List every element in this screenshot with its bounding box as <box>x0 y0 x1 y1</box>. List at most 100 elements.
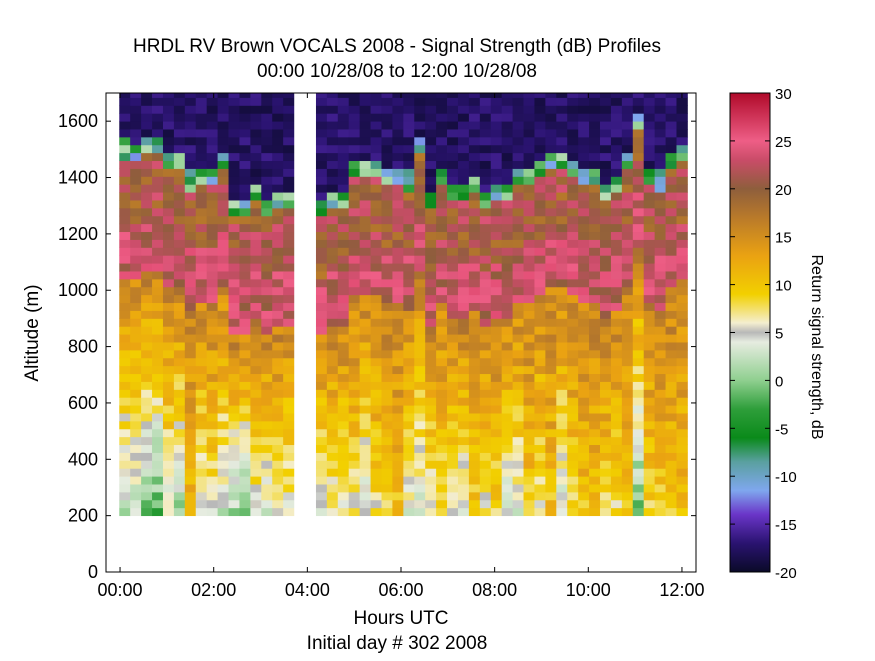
heatmap-cell <box>206 507 218 517</box>
heatmap-cell <box>359 468 371 477</box>
heatmap-cell <box>545 271 557 280</box>
heatmap-cell <box>490 405 503 414</box>
heatmap-cell <box>348 397 361 406</box>
heatmap-cell <box>589 152 601 162</box>
heatmap-cell <box>141 105 153 114</box>
heatmap-cell <box>534 460 546 469</box>
heatmap-cell <box>534 349 546 359</box>
heatmap-cell <box>643 160 656 169</box>
heatmap-cell <box>665 231 677 240</box>
heatmap-cell <box>436 452 448 461</box>
heatmap-cell <box>206 263 218 272</box>
heatmap-cell <box>676 302 688 311</box>
heatmap-cell <box>392 302 404 311</box>
heatmap-cell <box>643 200 656 209</box>
heatmap-cell <box>381 334 393 343</box>
heatmap-cell <box>654 152 666 162</box>
heatmap-cell <box>250 491 262 501</box>
heatmap-cell <box>654 121 666 130</box>
heatmap-cell <box>217 184 229 193</box>
heatmap-cell <box>556 444 568 453</box>
heatmap-cell <box>403 381 415 390</box>
heatmap-cell <box>512 349 524 359</box>
heatmap-cell <box>654 334 666 343</box>
heatmap-cell <box>283 460 295 469</box>
heatmap-cell <box>206 231 218 240</box>
heatmap-cell <box>654 349 666 359</box>
y-tick-label: 0 <box>88 562 98 582</box>
heatmap-cell <box>621 215 634 225</box>
heatmap-cell <box>632 342 645 351</box>
heatmap-cell <box>436 255 448 264</box>
heatmap-cell <box>468 452 481 461</box>
heatmap-cell <box>643 507 656 517</box>
heatmap-cell <box>239 373 251 382</box>
heatmap-cell <box>567 507 579 517</box>
heatmap-cell <box>239 105 251 114</box>
heatmap-cell <box>195 381 208 390</box>
heatmap-cell <box>621 176 634 185</box>
heatmap-cell <box>632 176 645 185</box>
heatmap-cell <box>228 93 240 98</box>
heatmap-cell <box>162 278 175 288</box>
heatmap-cell <box>152 373 164 382</box>
heatmap-cell <box>217 365 229 375</box>
heatmap-cell <box>501 207 513 217</box>
heatmap-cell <box>250 476 262 485</box>
heatmap-cell <box>315 247 328 256</box>
heatmap-cell <box>272 255 284 264</box>
heatmap-cell <box>523 381 535 390</box>
heatmap-cell <box>359 286 371 296</box>
heatmap-cell <box>578 215 590 225</box>
heatmap-cell <box>479 318 492 327</box>
heatmap-cell <box>206 294 218 304</box>
heatmap-cell <box>239 144 251 154</box>
heatmap-cell <box>337 349 350 359</box>
x-axis-label-secondary: Initial day # 302 2008 <box>307 633 488 654</box>
heatmap-cell <box>152 192 164 201</box>
heatmap-cell <box>239 223 251 233</box>
heatmap-cell <box>545 144 557 154</box>
heatmap-cell <box>643 452 656 461</box>
heatmap-cell <box>643 144 656 154</box>
heatmap-cell <box>173 255 186 264</box>
heatmap-cell <box>381 105 393 114</box>
heatmap-cell <box>381 310 393 319</box>
heatmap-cell <box>425 239 437 248</box>
heatmap-cell <box>447 136 459 146</box>
heatmap-cell <box>600 286 612 296</box>
heatmap-cell <box>141 215 153 225</box>
heatmap-cell <box>556 278 568 288</box>
heatmap-cell <box>676 160 688 169</box>
heatmap-cell <box>414 349 426 359</box>
heatmap-cell <box>184 207 197 217</box>
heatmap-cell <box>403 160 415 169</box>
heatmap-cell <box>217 381 229 390</box>
heatmap-cell <box>272 397 284 406</box>
heatmap-cell <box>589 499 601 509</box>
heatmap-cell <box>556 184 568 193</box>
heatmap-cell <box>228 247 240 256</box>
heatmap-cell <box>523 263 535 272</box>
heatmap-cell <box>425 263 437 272</box>
heatmap-cell <box>567 436 579 446</box>
heatmap-cell <box>490 184 503 193</box>
heatmap-cell <box>119 207 131 217</box>
heatmap-cell <box>370 389 382 398</box>
heatmap-cell <box>337 397 350 406</box>
heatmap-cell <box>272 468 284 477</box>
heatmap-cell <box>315 357 328 367</box>
heatmap-cell <box>545 152 557 162</box>
heatmap-cell <box>184 476 197 485</box>
heatmap-cell <box>523 491 535 501</box>
heatmap-cell <box>195 160 208 169</box>
heatmap-cell <box>479 491 492 501</box>
heatmap-cell <box>632 247 645 256</box>
heatmap-cell <box>173 349 186 359</box>
heatmap-cell <box>512 93 524 98</box>
heatmap-cell <box>173 231 186 240</box>
heatmap-cell <box>337 318 350 327</box>
heatmap-cell <box>152 499 164 509</box>
heatmap-cell <box>436 326 448 335</box>
heatmap-cell <box>610 168 623 177</box>
